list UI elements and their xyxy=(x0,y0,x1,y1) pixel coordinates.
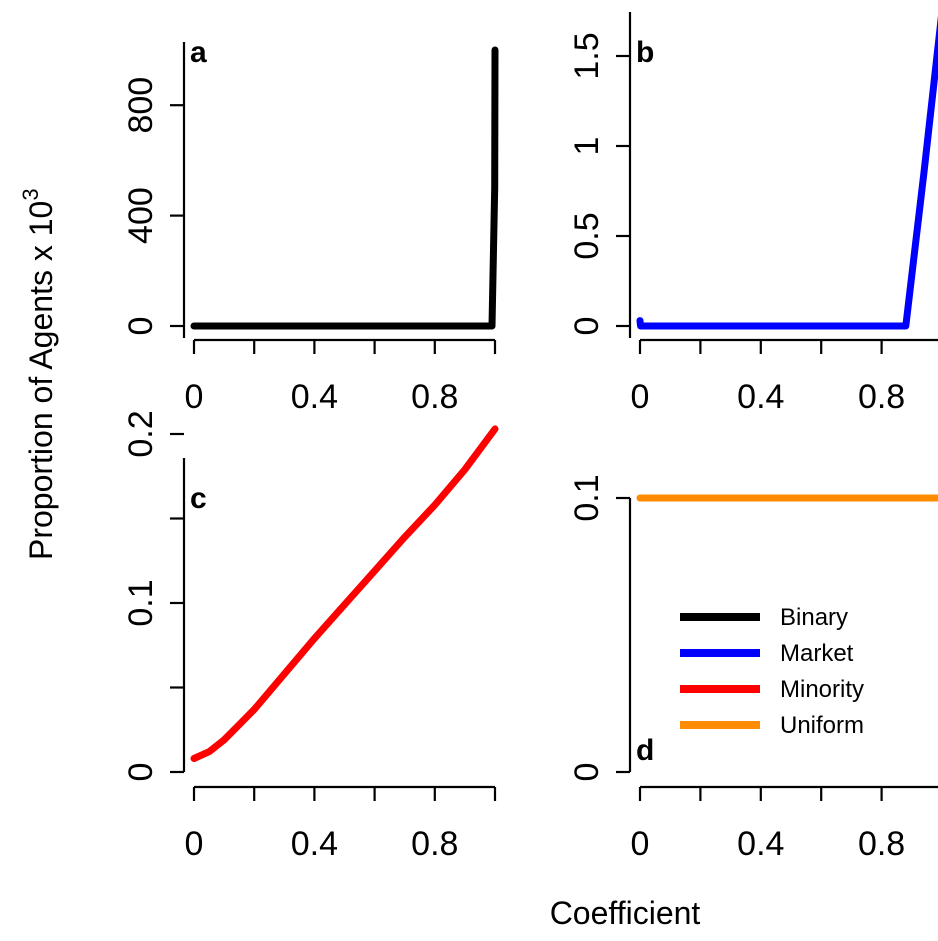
x-tick-label-d-0: 0 xyxy=(631,825,650,863)
x-tick-label-a-1: 0.4 xyxy=(291,378,338,416)
y-axis-title: Proportion of Agents x 103 xyxy=(18,188,59,560)
legend-label-uniform: Uniform xyxy=(780,712,864,739)
panel-label-c: c xyxy=(190,482,207,515)
x-tick-label-d-1: 0.4 xyxy=(737,825,784,863)
panel-label-d: d xyxy=(636,734,654,767)
panel-d: 0 0.1 0 0.4 0.8 d xyxy=(568,474,938,863)
panel-b: 0 0.5 1 1.5 0 0.4 0.8 b xyxy=(568,12,938,416)
series-line-a xyxy=(190,46,499,330)
y-tick-label-b-0: 0 xyxy=(568,317,606,336)
y-tick-label-c-0: 0 xyxy=(122,763,160,782)
legend-label-binary: Binary xyxy=(780,604,848,631)
x-tick-label-b-1: 0.4 xyxy=(737,378,784,416)
y-tick-label-a-1: 400 xyxy=(122,187,160,244)
y-tick-label-c-4: 0.2 xyxy=(122,410,160,457)
y-tick-label-d-1: 0.1 xyxy=(568,474,606,521)
panel-c: 0 0.1 0.2 0 0.4 0.8 c xyxy=(122,410,499,863)
y-tick-label-b-2: 1 xyxy=(568,137,606,156)
y-tick-label-b-3: 1.5 xyxy=(568,32,606,79)
legend: Binary Market Minority Uniform xyxy=(680,604,864,739)
x-tick-label-c-2: 0.8 xyxy=(411,825,458,863)
series-line-c xyxy=(190,425,499,762)
y-axis-title-exponent: 3 xyxy=(18,188,43,200)
legend-label-market: Market xyxy=(780,640,854,667)
y-tick-label-d-0: 0 xyxy=(568,763,606,782)
y-tick-label-a-0: 0 xyxy=(122,317,160,336)
x-tick-label-a-2: 0.8 xyxy=(411,378,458,416)
x-tick-label-b-0: 0 xyxy=(631,378,650,416)
x-tick-label-a-0: 0 xyxy=(185,378,204,416)
x-tick-label-c-1: 0.4 xyxy=(291,825,338,863)
series-line-b xyxy=(636,15,938,330)
x-axis-title: Coefficient xyxy=(550,895,701,931)
x-tick-label-b-2: 0.8 xyxy=(858,378,905,416)
y-axis-title-main: Proportion of Agents x 10 xyxy=(23,201,59,560)
y-tick-label-a-2: 800 xyxy=(122,77,160,134)
x-tick-label-c-0: 0 xyxy=(185,825,204,863)
panel-label-a: a xyxy=(190,36,207,69)
panel-a: 0 400 800 0 0.4 0.8 a xyxy=(122,36,499,416)
panel-label-b: b xyxy=(636,36,654,69)
x-tick-label-d-2: 0.8 xyxy=(858,825,905,863)
y-tick-label-b-1: 0.5 xyxy=(568,212,606,259)
y-tick-label-c-2: 0.1 xyxy=(122,579,160,626)
legend-label-minority: Minority xyxy=(780,676,864,703)
